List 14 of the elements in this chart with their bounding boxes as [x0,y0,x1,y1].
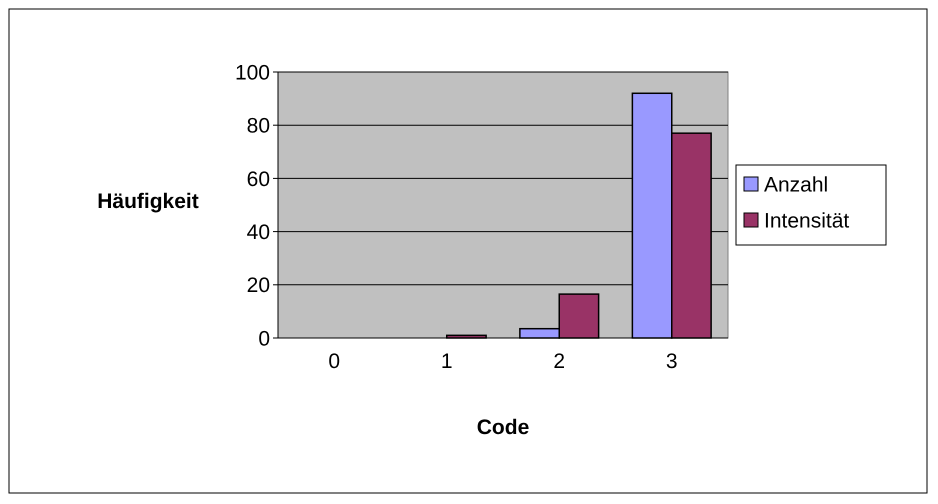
x-tick-label: 0 [328,350,340,373]
y-axis-title: Häufigkeit [97,190,199,213]
y-tick-label: 40 [246,220,270,244]
legend-label: Intensität [764,209,850,232]
y-tick-label: 80 [246,114,270,138]
y-tick-label: 60 [246,168,270,191]
y-tick-label: 100 [234,61,270,84]
legend-label: Anzahl [764,173,828,196]
y-tick-label: 20 [246,274,270,298]
x-tick-label: 2 [553,350,566,373]
x-axis-title: Code [476,416,530,439]
y-tick-label: 0 [258,327,270,350]
x-tick-label: 1 [440,350,453,373]
x-tick-label: 3 [666,350,678,373]
